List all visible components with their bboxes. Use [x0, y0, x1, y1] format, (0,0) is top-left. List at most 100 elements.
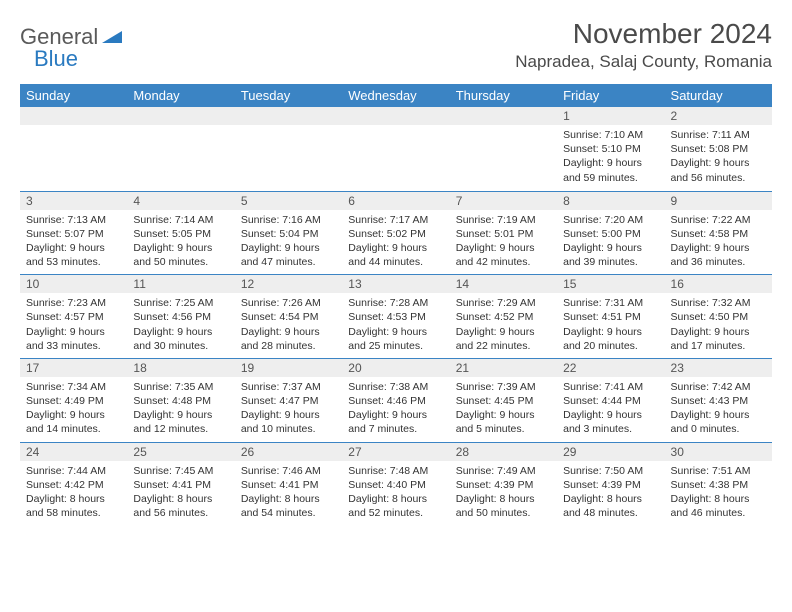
sunset-text: Sunset: 4:40 PM — [348, 478, 443, 492]
day-cell: 23Sunrise: 7:42 AMSunset: 4:43 PMDayligh… — [665, 358, 772, 442]
day-cell: 20Sunrise: 7:38 AMSunset: 4:46 PMDayligh… — [342, 358, 449, 442]
day-data: Sunrise: 7:31 AMSunset: 4:51 PMDaylight:… — [557, 293, 664, 358]
day-cell: 19Sunrise: 7:37 AMSunset: 4:47 PMDayligh… — [235, 358, 342, 442]
day-number: 27 — [342, 443, 449, 461]
day-number: 20 — [342, 359, 449, 377]
day-data: Sunrise: 7:37 AMSunset: 4:47 PMDaylight:… — [235, 377, 342, 442]
location: Napradea, Salaj County, Romania — [515, 52, 772, 72]
week-row: Sunrise: 7:10 AMSunset: 5:10 PM Daylight:… — [20, 125, 772, 191]
empty-cell — [20, 107, 127, 125]
sunset-text: Sunset: 5:05 PM — [133, 227, 228, 241]
sunrise-text: Sunrise: 7:39 AM — [456, 380, 551, 394]
weekday-header: Monday — [127, 84, 234, 107]
day-number: 23 — [665, 359, 772, 377]
empty-cell — [450, 107, 557, 125]
day-number: 12 — [235, 275, 342, 293]
sunset-text: Sunset: 5:00 PM — [563, 227, 658, 241]
day-cell: 29Sunrise: 7:50 AMSunset: 4:39 PMDayligh… — [557, 442, 664, 525]
day-cell: 22Sunrise: 7:41 AMSunset: 4:44 PMDayligh… — [557, 358, 664, 442]
day-number: 4 — [127, 192, 234, 210]
sunrise-text: Sunrise: 7:51 AM — [671, 464, 766, 478]
day-number: 28 — [450, 443, 557, 461]
daylight-text: Daylight: 9 hours and 12 minutes. — [133, 408, 228, 436]
daylight-text: Daylight: 8 hours and 46 minutes. — [671, 492, 766, 520]
sunset-text: Sunset: 4:42 PM — [26, 478, 121, 492]
sunset-text: Sunset: 4:48 PM — [133, 394, 228, 408]
day-number: 1 — [557, 107, 664, 125]
daylight-text: Daylight: 9 hours and 17 minutes. — [671, 325, 766, 353]
weekday-header-row: Sunday Monday Tuesday Wednesday Thursday… — [20, 84, 772, 107]
title-block: November 2024 Napradea, Salaj County, Ro… — [515, 18, 772, 72]
daylight-text: Daylight: 9 hours and 36 minutes. — [671, 241, 766, 269]
week-row: 24Sunrise: 7:44 AMSunset: 4:42 PMDayligh… — [20, 442, 772, 525]
sunrise-text: Sunrise: 7:45 AM — [133, 464, 228, 478]
day-data: Sunrise: 7:22 AMSunset: 4:58 PMDaylight:… — [665, 210, 772, 275]
sunset-text: Sunset: 4:58 PM — [671, 227, 766, 241]
sunset-text: Sunset: 4:56 PM — [133, 310, 228, 324]
weekday-header: Sunday — [20, 84, 127, 107]
empty-cell — [235, 107, 342, 125]
day-data: Sunrise: 7:17 AMSunset: 5:02 PMDaylight:… — [342, 210, 449, 275]
logo-triangle-icon — [102, 27, 122, 48]
sunrise-text: Sunrise: 7:29 AM — [456, 296, 551, 310]
daylight-text: Daylight: 8 hours and 54 minutes. — [241, 492, 336, 520]
day-data: Sunrise: 7:45 AMSunset: 4:41 PMDaylight:… — [127, 461, 234, 526]
day-number: 24 — [20, 443, 127, 461]
sunrise-text: Sunrise: 7:14 AM — [133, 213, 228, 227]
sunrise-text: Sunrise: 7:48 AM — [348, 464, 443, 478]
sunset-text: Sunset: 4:39 PM — [563, 478, 658, 492]
daylight-text: Daylight: 9 hours and 50 minutes. — [133, 241, 228, 269]
day-cell: Sunrise: 7:10 AMSunset: 5:10 PMDaylight:… — [557, 125, 664, 191]
day-cell: 17Sunrise: 7:34 AMSunset: 4:49 PMDayligh… — [20, 358, 127, 442]
day-data: Sunrise: 7:10 AMSunset: 5:10 PMDaylight:… — [557, 125, 664, 190]
sunset-text: Sunset: 4:44 PM — [563, 394, 658, 408]
sunset-text: Sunset: 4:41 PM — [133, 478, 228, 492]
daylight-text: Daylight: 8 hours and 52 minutes. — [348, 492, 443, 520]
sunrise-text: Sunrise: 7:37 AM — [241, 380, 336, 394]
day-number: 18 — [127, 359, 234, 377]
day-data: Sunrise: 7:11 AMSunset: 5:08 PMDaylight:… — [665, 125, 772, 190]
day-cell: 11Sunrise: 7:25 AMSunset: 4:56 PMDayligh… — [127, 275, 234, 359]
day-cell: 13Sunrise: 7:28 AMSunset: 4:53 PMDayligh… — [342, 275, 449, 359]
sunset-text: Sunset: 5:10 PM — [563, 142, 658, 156]
day-number: 5 — [235, 192, 342, 210]
day-number: 15 — [557, 275, 664, 293]
sunrise-text: Sunrise: 7:50 AM — [563, 464, 658, 478]
sunset-text: Sunset: 4:38 PM — [671, 478, 766, 492]
day-data: Sunrise: 7:23 AMSunset: 4:57 PMDaylight:… — [20, 293, 127, 358]
day-cell: 6Sunrise: 7:17 AMSunset: 5:02 PMDaylight… — [342, 191, 449, 275]
sunset-text: Sunset: 4:49 PM — [26, 394, 121, 408]
daylight-text: Daylight: 9 hours and 53 minutes. — [26, 241, 121, 269]
day-cell: 30Sunrise: 7:51 AMSunset: 4:38 PMDayligh… — [665, 442, 772, 525]
sunrise-text: Sunrise: 7:23 AM — [26, 296, 121, 310]
sunset-text: Sunset: 4:54 PM — [241, 310, 336, 324]
day-data: Sunrise: 7:50 AMSunset: 4:39 PMDaylight:… — [557, 461, 664, 526]
day-data: Sunrise: 7:14 AMSunset: 5:05 PMDaylight:… — [127, 210, 234, 275]
day-number: 29 — [557, 443, 664, 461]
sunset-text: Sunset: 5:08 PM — [671, 142, 766, 156]
day-cell: 16Sunrise: 7:32 AMSunset: 4:50 PMDayligh… — [665, 275, 772, 359]
sunrise-text: Sunrise: 7:49 AM — [456, 464, 551, 478]
sunrise-text: Sunrise: 7:13 AM — [26, 213, 121, 227]
empty-cell — [450, 125, 557, 191]
sunrise-text: Sunrise: 7:10 AM — [563, 128, 658, 142]
day-data: Sunrise: 7:49 AMSunset: 4:39 PMDaylight:… — [450, 461, 557, 526]
daylight-text: Daylight: 9 hours and 56 minutes. — [671, 156, 766, 184]
daylight-text: Daylight: 8 hours and 48 minutes. — [563, 492, 658, 520]
day-data: Sunrise: 7:38 AMSunset: 4:46 PMDaylight:… — [342, 377, 449, 442]
daylight-text: Daylight: 9 hours and 10 minutes. — [241, 408, 336, 436]
sunset-text: Sunset: 4:47 PM — [241, 394, 336, 408]
day-data: Sunrise: 7:39 AMSunset: 4:45 PMDaylight:… — [450, 377, 557, 442]
daylight-text: Daylight: 8 hours and 56 minutes. — [133, 492, 228, 520]
day-data: Sunrise: 7:34 AMSunset: 4:49 PMDaylight:… — [20, 377, 127, 442]
day-number: 14 — [450, 275, 557, 293]
sunset-text: Sunset: 5:07 PM — [26, 227, 121, 241]
sunrise-text: Sunrise: 7:32 AM — [671, 296, 766, 310]
day-number: 19 — [235, 359, 342, 377]
daylight-text: Daylight: 9 hours and 5 minutes. — [456, 408, 551, 436]
day-cell: 18Sunrise: 7:35 AMSunset: 4:48 PMDayligh… — [127, 358, 234, 442]
daylight-text: Daylight: 9 hours and 47 minutes. — [241, 241, 336, 269]
empty-cell — [342, 125, 449, 191]
sunset-text: Sunset: 4:45 PM — [456, 394, 551, 408]
weekday-header: Friday — [557, 84, 664, 107]
